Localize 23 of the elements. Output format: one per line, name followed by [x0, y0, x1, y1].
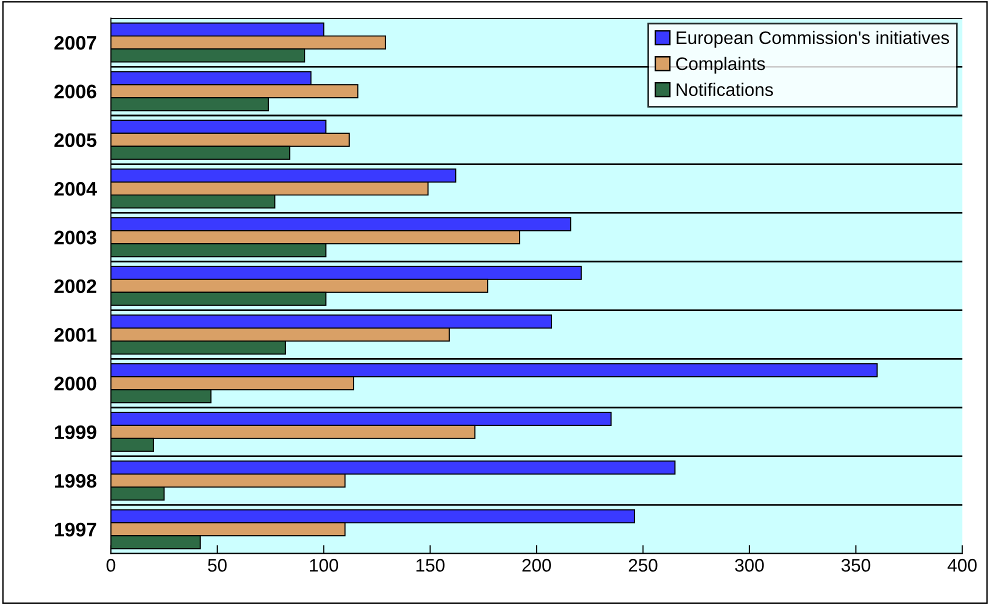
y-tick-label: 2003 [54, 230, 96, 244]
legend-label: Notifications [676, 82, 773, 96]
y-tick-label: 2000 [54, 376, 96, 390]
legend-label: Complaints [676, 56, 765, 74]
y-tick-label: 1998 [54, 474, 96, 488]
y-tick-label: 1997 [54, 522, 96, 536]
x-tick-label: 200 [522, 558, 551, 572]
x-tick-label: 400 [948, 558, 977, 572]
legend-label: European Commission's initiatives [676, 30, 949, 48]
y-tick-label: 2007 [54, 36, 96, 50]
x-tick-label: 50 [208, 558, 227, 572]
y-tick-label: 2001 [54, 328, 96, 342]
x-tick-label: 150 [416, 558, 445, 572]
x-tick-label: 300 [735, 558, 764, 572]
y-tick-label: 2005 [54, 133, 96, 148]
y-tick-label: 2002 [54, 279, 96, 294]
y-tick-label: 2006 [54, 84, 96, 98]
y-tick-label: 1999 [54, 425, 96, 440]
x-tick-label: 250 [628, 558, 658, 572]
y-tick-label: 2004 [54, 182, 97, 196]
x-tick-label: 350 [841, 558, 870, 572]
x-tick-label: 0 [106, 558, 116, 572]
x-tick-label: 100 [310, 558, 338, 572]
